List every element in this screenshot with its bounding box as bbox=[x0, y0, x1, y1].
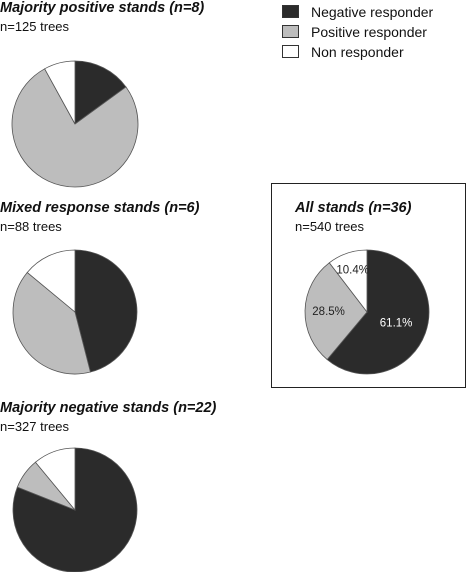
chart-subtitle-majority-negative: n=327 trees bbox=[0, 419, 70, 434]
pie-slice-positive bbox=[304, 262, 368, 361]
chart-legend: Negative responder Positive responder No… bbox=[282, 2, 433, 62]
data-label-non: 10.4% bbox=[336, 265, 369, 277]
pie-slice-positive bbox=[12, 271, 91, 375]
pie-slice-non bbox=[328, 249, 368, 314]
legend-swatch-non bbox=[282, 45, 299, 58]
chart-subtitle-mixed-response: n=88 trees bbox=[0, 219, 62, 234]
pie-slice-negative bbox=[74, 60, 127, 125]
legend-label-negative: Negative responder bbox=[311, 3, 434, 20]
legend-label-non: Non responder bbox=[311, 43, 404, 60]
legend-label-positive: Positive responder bbox=[311, 23, 427, 40]
pie-slice-non bbox=[44, 60, 76, 125]
pie-slice-non bbox=[34, 447, 76, 512]
all-stands-box bbox=[271, 183, 466, 388]
chart-subtitle-all-stands: n=540 trees bbox=[295, 219, 365, 234]
chart-subtitle-majority-positive: n=125 trees bbox=[0, 19, 70, 34]
data-label-positive: 28.5% bbox=[312, 306, 345, 318]
chart-title-mixed-response: Mixed response stands (n=6) bbox=[0, 200, 200, 216]
legend-item-non: Non responder bbox=[282, 42, 433, 61]
pie-slice-non bbox=[26, 249, 76, 313]
pie-slice-negative bbox=[74, 249, 138, 373]
legend-item-negative: Negative responder bbox=[282, 2, 433, 21]
chart-title-majority-positive: Majority positive stands (n=8) bbox=[0, 0, 205, 16]
pie-slice-negative bbox=[326, 249, 430, 375]
legend-swatch-positive bbox=[282, 25, 299, 38]
chart-title-all-stands: All stands (n=36) bbox=[295, 200, 412, 216]
data-label-negative: 61.1% bbox=[380, 318, 413, 330]
legend-item-positive: Positive responder bbox=[282, 22, 433, 41]
chart-title-majority-negative: Majority negative stands (n=22) bbox=[0, 400, 217, 416]
pie-slice-positive bbox=[11, 68, 139, 188]
legend-swatch-negative bbox=[282, 5, 299, 18]
